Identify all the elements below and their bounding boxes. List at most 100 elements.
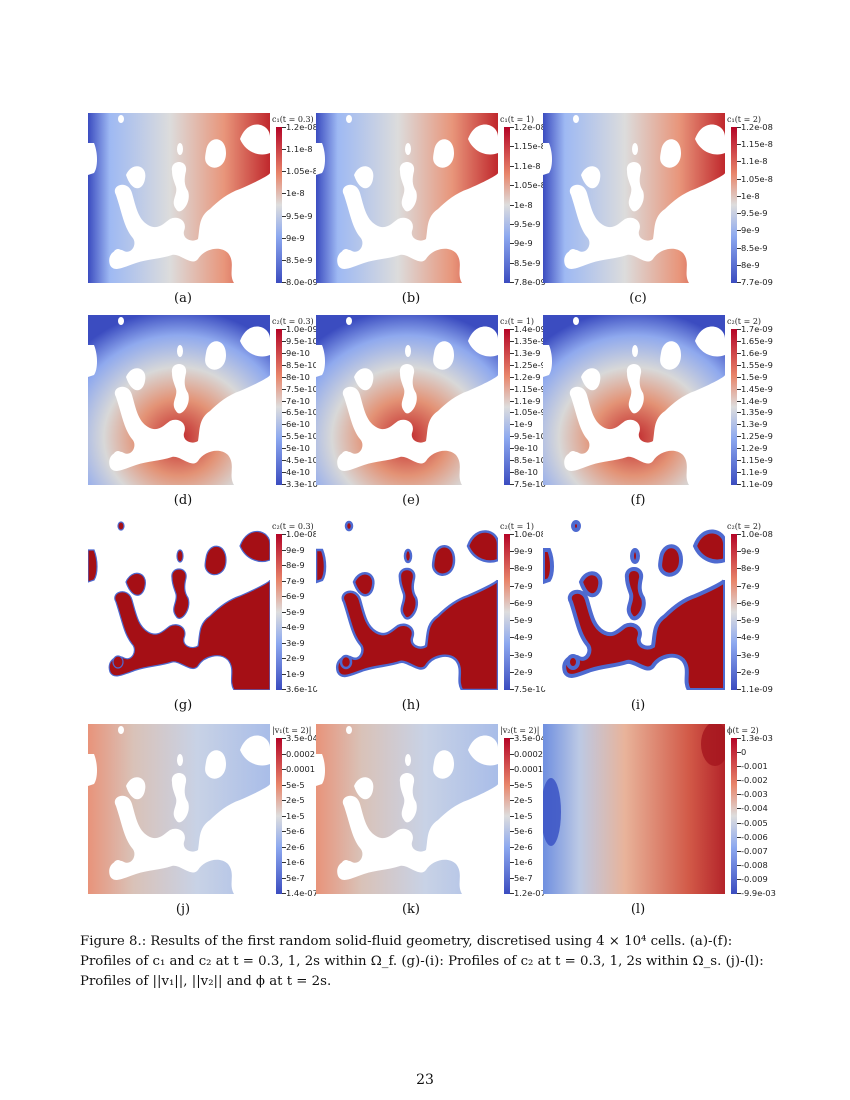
- tick-mark: [282, 329, 286, 330]
- tick-label: 7e-10: [286, 395, 310, 406]
- tick-label: 2e-9: [741, 666, 760, 677]
- tick-mark: [510, 753, 514, 755]
- tick-label: 5e-9: [514, 615, 533, 626]
- tick-mark: [737, 329, 741, 330]
- tick-mark: [737, 424, 741, 426]
- plot-a: [88, 113, 270, 283]
- tick-label: 3e-9: [514, 649, 533, 660]
- tick-mark: [282, 448, 286, 450]
- tick-mark: [282, 424, 286, 426]
- plot-e: [316, 315, 498, 485]
- tick-mark: [282, 769, 286, 770]
- plot-g: [88, 520, 270, 690]
- colorbar-title-b: c₁(t = 1): [500, 115, 535, 124]
- tick-mark: [737, 264, 741, 266]
- tick-mark: [510, 436, 514, 438]
- tick-mark: [737, 893, 741, 894]
- tick-label: 7.7e-09: [741, 277, 773, 287]
- tick-mark: [510, 146, 514, 148]
- tick-mark: [510, 448, 514, 450]
- tick-mark: [737, 127, 741, 128]
- tick-label: 9e-9: [741, 546, 760, 557]
- colorbar-k: [504, 738, 510, 894]
- tick-label: 5e-6: [286, 826, 305, 836]
- tick-mark: [510, 893, 514, 894]
- tick-mark: [737, 412, 741, 414]
- tick-mark: [510, 800, 514, 801]
- tick-label: 9e-9: [286, 544, 305, 555]
- tick-mark: [737, 620, 741, 622]
- tick-label: 1.05e-8: [286, 166, 318, 177]
- colorbar-title-h: c₂(t = 1): [500, 522, 535, 531]
- tick-mark: [737, 144, 741, 146]
- tick-mark: [737, 864, 741, 866]
- tick-label: 9.5e-9: [514, 218, 541, 229]
- tick-mark: [282, 738, 286, 739]
- tick-mark: [737, 850, 741, 852]
- tick-mark: [282, 673, 286, 675]
- tick-label: 5e-7: [286, 872, 305, 883]
- tick-label: 7.8e-09: [514, 277, 546, 287]
- tick-mark: [510, 165, 514, 167]
- tick-mark: [282, 611, 286, 613]
- colorbar-g: [276, 534, 282, 690]
- tick-mark: [737, 766, 741, 768]
- tick-label: 2e-6: [286, 841, 305, 852]
- tick-mark: [282, 340, 286, 342]
- tick-label: 1.0e-08: [286, 529, 318, 539]
- tick-label: 1.2e-08: [286, 122, 318, 132]
- tick-label: 5e-9: [741, 615, 760, 626]
- tick-label: 1.2e-08: [741, 122, 773, 132]
- tick-mark: [282, 534, 286, 535]
- plot-h: [316, 520, 498, 690]
- tick-label: -0.006: [741, 831, 768, 842]
- tick-label: 8e-9: [741, 259, 760, 270]
- tick-label: 9.5e-10: [514, 431, 546, 442]
- tick-mark: [282, 376, 286, 378]
- tick-mark: [737, 472, 741, 474]
- colorbar-title-a: c₁(t = 0.3): [272, 115, 314, 124]
- tick-label: 1e-5: [286, 810, 305, 821]
- tick-label: 1.25e-9: [741, 431, 773, 442]
- tick-mark: [282, 282, 286, 283]
- tick-mark: [737, 836, 741, 838]
- tick-label: 1.5e-9: [741, 371, 768, 382]
- tick-mark: [510, 243, 514, 245]
- tick-label: 6e-9: [741, 597, 760, 608]
- tick-label: 7e-9: [741, 580, 760, 591]
- tick-mark: [282, 193, 286, 195]
- tick-label: 1.1e-8: [514, 160, 541, 171]
- subfigure-label-f: (f): [630, 493, 646, 508]
- tick-label: 1.4e-07: [286, 888, 318, 898]
- tick-label: 1e-8: [286, 188, 305, 199]
- tick-label: 3e-9: [286, 637, 305, 648]
- tick-label: 0.0002: [514, 748, 544, 759]
- plot-i: [543, 520, 725, 690]
- tick-mark: [737, 752, 741, 754]
- colorbar-d: [276, 329, 282, 485]
- tick-label: 1.3e-03: [741, 733, 773, 743]
- tick-mark: [282, 815, 286, 817]
- tick-label: 4e-9: [741, 632, 760, 643]
- tick-mark: [282, 412, 286, 414]
- tick-label: 5e-10: [286, 443, 310, 454]
- tick-label: 1.25e-9: [514, 359, 546, 370]
- colorbar-b: [504, 127, 510, 283]
- tick-mark: [510, 831, 514, 832]
- tick-mark: [510, 862, 514, 863]
- tick-mark: [510, 877, 514, 879]
- tick-mark: [282, 460, 286, 462]
- tick-mark: [510, 472, 514, 474]
- tick-label: -0.009: [741, 873, 768, 884]
- tick-mark: [282, 171, 286, 173]
- tick-mark: [737, 161, 741, 163]
- tick-label: 9e-10: [286, 347, 310, 358]
- tick-label: 1e-9: [286, 668, 305, 679]
- tick-label: 1e-8: [741, 190, 760, 201]
- tick-mark: [510, 185, 514, 187]
- subfigure-label-j: (j): [175, 902, 191, 917]
- tick-mark: [510, 364, 514, 366]
- tick-mark: [282, 352, 286, 354]
- tick-label: 1.4e-09: [514, 324, 546, 334]
- tick-mark: [510, 329, 514, 330]
